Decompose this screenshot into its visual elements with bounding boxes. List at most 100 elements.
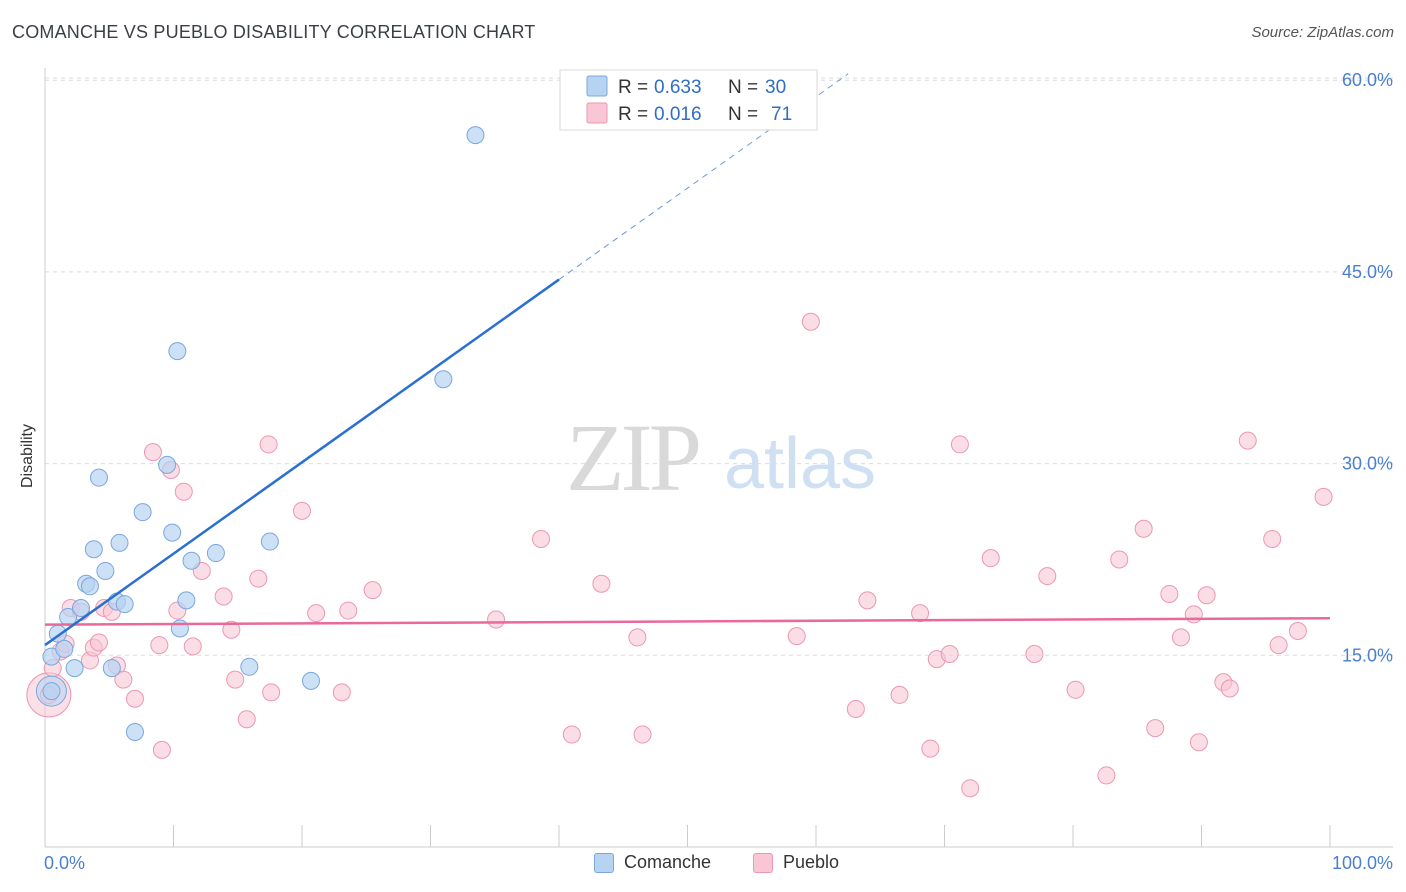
pueblo-point: [592, 574, 611, 593]
comanche-point: [89, 468, 108, 487]
legend-n-value-1: 30: [765, 77, 786, 98]
legend-r-label-2: R =: [618, 104, 648, 125]
bottom-legend-comanche: Comanche: [594, 852, 711, 873]
comanche-point: [115, 595, 134, 614]
pueblo-point: [293, 501, 311, 520]
pueblo-point: [1110, 550, 1129, 569]
pueblo-point: [1314, 487, 1333, 506]
pueblo-point: [1184, 605, 1203, 624]
comanche-point: [163, 523, 182, 542]
comanche-point: [182, 551, 201, 570]
legend-n-value-2: 71: [771, 104, 792, 125]
comanche-point: [125, 722, 144, 741]
pueblo-point: [183, 637, 202, 656]
pueblo-point: [1146, 719, 1165, 738]
pueblo-point: [249, 569, 268, 588]
comanche-point: [240, 657, 259, 676]
pueblo-point: [214, 587, 233, 606]
comanche-point: [301, 671, 320, 690]
comanche-point: [170, 619, 189, 638]
pueblo-point: [226, 670, 245, 689]
pueblo-point: [628, 628, 647, 647]
tick-label-layer: 15.0% 30.0% 45.0% 60.0% 0.0% 100.0%: [44, 70, 1393, 873]
bottom-legend-comanche-label: Comanche: [624, 852, 712, 872]
pueblo-point: [940, 645, 959, 664]
pueblo-point: [363, 581, 382, 600]
comanche-point: [466, 126, 485, 145]
chart-title: COMANCHE VS PUEBLO DISABILITY CORRELATIO…: [12, 22, 536, 42]
pueblo-point: [143, 443, 162, 462]
comanche-point: [84, 540, 103, 559]
pueblo-point: [339, 601, 358, 620]
comanche-point: [206, 544, 225, 563]
pueblo-point: [174, 482, 193, 501]
legend-r-label-1: R =: [618, 77, 648, 98]
comanche-point: [42, 682, 61, 701]
comanche-point: [80, 577, 99, 596]
pueblo-point: [152, 740, 171, 759]
legend-n-label-2: N =: [728, 104, 758, 125]
pueblo-point: [262, 683, 281, 702]
pueblo-point: [1220, 679, 1239, 698]
pueblo-point: [1189, 733, 1208, 752]
pueblo-point: [950, 435, 969, 454]
pueblo-point: [150, 636, 169, 655]
x-tick-label: 100.0%: [1332, 853, 1393, 873]
y-tick-label: 15.0%: [1342, 645, 1393, 665]
watermark-zip: ZIP: [566, 404, 699, 511]
pueblo-point: [114, 670, 133, 689]
pueblo-point: [1238, 431, 1257, 450]
pueblo-point: [562, 725, 581, 744]
pueblo-point: [237, 710, 256, 729]
comanche-point: [434, 370, 453, 389]
comanche-point: [177, 591, 196, 610]
legend-r-value-1: 0.633: [654, 77, 702, 98]
bottom-legend: Comanche Pueblo: [0, 852, 1406, 878]
pueblo-point: [89, 633, 108, 652]
pueblo-point: [801, 312, 820, 331]
pueblo-point: [532, 530, 551, 549]
y-tick-label: 30.0%: [1342, 454, 1393, 474]
comanche-point: [102, 659, 121, 678]
pueblo-point: [981, 549, 1000, 568]
comanche-trend-line: [44, 278, 560, 647]
comanche-point: [96, 561, 115, 580]
pueblo-point: [1263, 530, 1282, 549]
pueblo-point: [1160, 584, 1179, 603]
pueblo-point: [1038, 567, 1057, 586]
pueblo-point: [125, 689, 144, 708]
grid-layer: [45, 77, 1393, 656]
y-tick-label: 60.0%: [1342, 70, 1393, 90]
comanche-trend-extension: [558, 73, 849, 280]
legend-box: R = 0.633 N = 30 R = 0.016 N = 71: [559, 69, 818, 131]
pueblo-point: [633, 725, 652, 744]
bottom-legend-pueblo-label: Pueblo: [783, 852, 840, 872]
comanche-point: [168, 342, 187, 361]
pueblo-point: [787, 627, 806, 646]
pueblo-point: [1066, 680, 1085, 699]
bottom-legend-pueblo: Pueblo: [753, 852, 839, 873]
pueblo-point: [921, 739, 940, 758]
pueblo-point: [332, 683, 351, 702]
axis-layer: [44, 68, 1393, 848]
pueblo-point: [1197, 586, 1216, 605]
pueblo-swatch: [753, 852, 773, 873]
comanche-swatch: [594, 852, 614, 873]
pueblo-point: [1171, 628, 1190, 647]
pueblo-point: [911, 604, 930, 623]
pueblo-point: [487, 610, 506, 629]
comanche-point: [110, 533, 129, 552]
comanche-point: [65, 659, 84, 678]
watermark-atlas: atlas: [724, 424, 876, 504]
pueblo-point: [858, 591, 877, 610]
pueblo-point: [1097, 766, 1116, 785]
y-tick-label: 45.0%: [1342, 262, 1393, 282]
pueblo-point: [846, 699, 865, 718]
pueblo-point: [307, 604, 326, 623]
legend-n-label-1: N =: [728, 77, 758, 98]
pueblo-point: [259, 435, 278, 454]
comanche-point: [55, 639, 74, 658]
comanche-point: [260, 532, 279, 551]
pueblo-point: [222, 620, 241, 639]
legend-swatch-comanche: [586, 75, 608, 97]
